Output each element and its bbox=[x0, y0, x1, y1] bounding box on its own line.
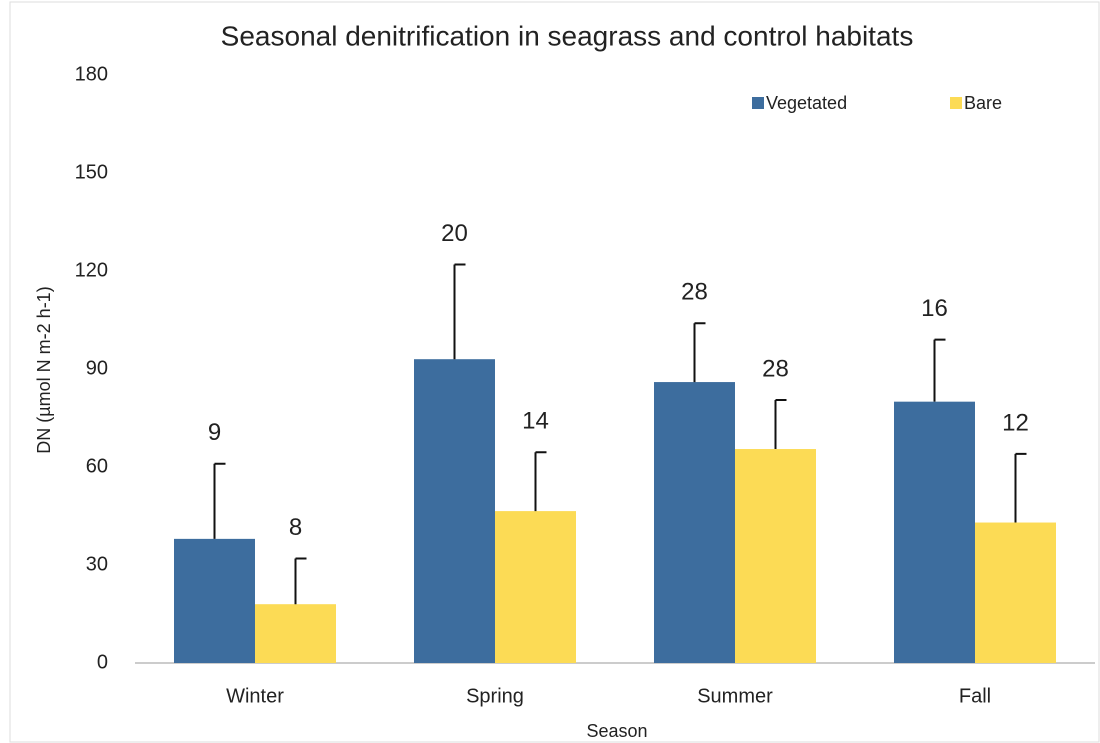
bar bbox=[414, 359, 495, 663]
sample-size-label: 14 bbox=[522, 408, 549, 435]
y-axis-label: DN (µmol N m-2 h-1) bbox=[34, 286, 54, 453]
x-tick-label: Summer bbox=[697, 685, 773, 707]
y-tick-label: 60 bbox=[86, 455, 108, 477]
error-bar bbox=[534, 451, 547, 512]
x-tick-label: Winter bbox=[226, 685, 284, 707]
error-bar bbox=[693, 322, 706, 383]
bar bbox=[894, 401, 975, 663]
error-bar bbox=[933, 338, 946, 402]
sample-size-label: 16 bbox=[921, 295, 948, 322]
error-bar bbox=[213, 462, 226, 539]
legend-label: Bare bbox=[964, 93, 1002, 113]
chart-title: Seasonal denitrification in seagrass and… bbox=[221, 20, 914, 51]
legend-swatch bbox=[752, 97, 764, 109]
y-tick-label: 90 bbox=[86, 357, 108, 379]
y-tick-label: 30 bbox=[86, 553, 108, 575]
frame bbox=[9, 1, 1100, 743]
error-bar bbox=[1014, 452, 1027, 523]
x-tick-label: Fall bbox=[959, 685, 991, 707]
sample-size-label: 20 bbox=[441, 220, 468, 247]
sample-size-label: 28 bbox=[681, 279, 708, 306]
bar bbox=[735, 449, 816, 663]
bar bbox=[654, 382, 735, 663]
y-tick-label: 0 bbox=[97, 651, 108, 673]
bar bbox=[255, 604, 336, 663]
legend-swatch bbox=[950, 97, 962, 109]
sample-size-label: 9 bbox=[208, 419, 221, 446]
x-tick-label: Spring bbox=[466, 685, 524, 707]
y-tick-label: 120 bbox=[75, 259, 108, 281]
error-bar bbox=[774, 399, 787, 450]
y-tick-label: 150 bbox=[75, 161, 108, 183]
y-tick-label: 180 bbox=[75, 63, 108, 85]
legend-label: Vegetated bbox=[766, 93, 847, 113]
sample-size-label: 12 bbox=[1002, 409, 1029, 436]
sample-size-label: 28 bbox=[762, 355, 789, 382]
bar bbox=[495, 511, 576, 663]
error-bar bbox=[453, 263, 466, 360]
sample-size-label: 8 bbox=[289, 514, 302, 541]
bar bbox=[975, 522, 1056, 663]
bar bbox=[174, 538, 255, 663]
x-axis-label: Season bbox=[586, 721, 647, 741]
error-bar bbox=[294, 557, 307, 605]
